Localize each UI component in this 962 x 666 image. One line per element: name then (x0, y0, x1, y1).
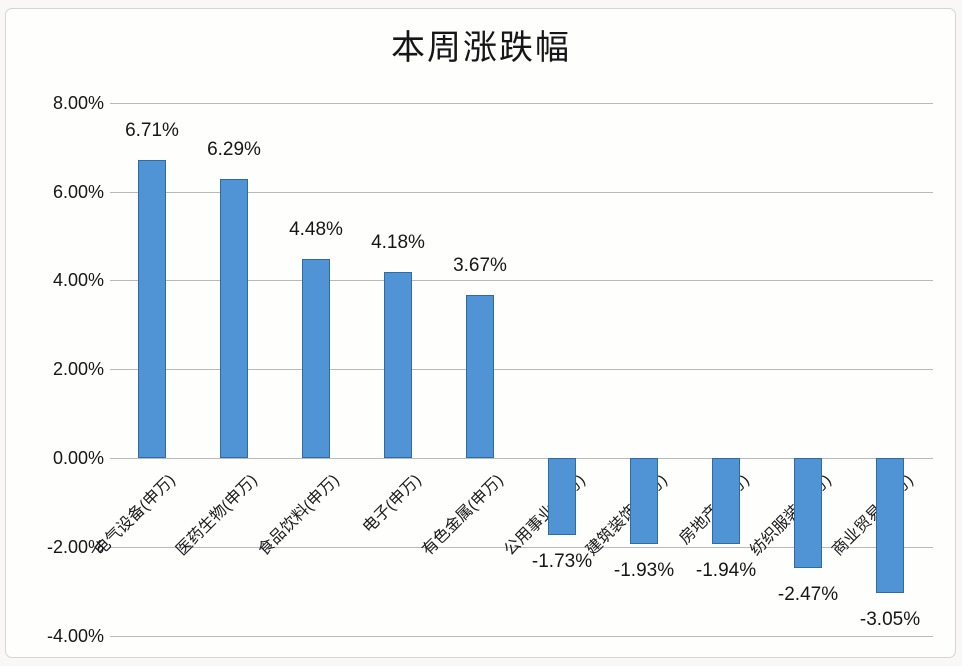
y-axis-tick-label: 8.00% (52, 93, 104, 113)
bar (466, 295, 494, 458)
bar (630, 458, 658, 544)
bar-value-label: 4.18% (371, 232, 425, 253)
chart-title: 本周涨跌幅 (391, 30, 571, 67)
bar-value-label: 3.67% (453, 255, 507, 276)
bar (876, 458, 904, 593)
bar-value-label: 4.48% (289, 219, 343, 240)
bar-value-label: -1.93% (613, 560, 675, 581)
bar-value-label: 6.29% (207, 139, 261, 160)
y-axis-tick-label: -4.00% (46, 626, 104, 646)
bar (302, 259, 330, 458)
gridline (110, 458, 933, 459)
y-axis-tick-label: 4.00% (52, 270, 104, 290)
bar (220, 179, 248, 458)
gridline (110, 547, 933, 548)
bar (138, 160, 166, 458)
gridline (110, 103, 933, 104)
bar-value-label: -1.94% (695, 560, 757, 581)
bar (712, 458, 740, 544)
gridline (110, 280, 933, 281)
y-axis-tick-label: 0.00% (52, 448, 104, 468)
gridline (110, 369, 933, 370)
y-axis-tick-label: 6.00% (52, 182, 104, 202)
bar-value-label: 6.71% (125, 120, 179, 141)
y-axis-tick-label: -2.00% (46, 537, 104, 557)
bar-value-label: -1.73% (531, 551, 593, 572)
bar-value-label: -2.47% (777, 584, 839, 605)
y-axis-tick-label: 2.00% (52, 359, 104, 379)
bar (384, 272, 412, 458)
bar (794, 458, 822, 568)
gridline (110, 192, 933, 193)
bar-value-label: -3.05% (859, 609, 921, 630)
gridline (110, 636, 933, 637)
bar (548, 458, 576, 535)
